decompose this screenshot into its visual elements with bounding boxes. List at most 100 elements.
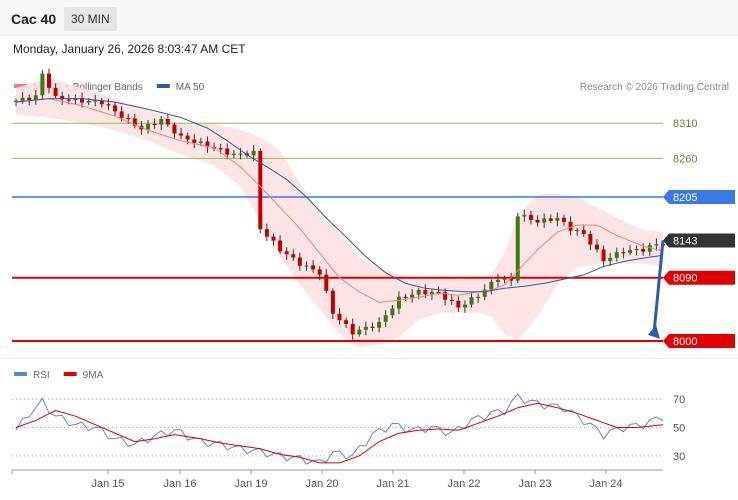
candle-87 <box>588 233 593 245</box>
x-tick-label-6: Jan 23 <box>518 478 551 490</box>
candle-18 <box>132 118 137 126</box>
candle-62 <box>423 289 428 295</box>
x-tick-label-7: Jan 24 <box>589 478 622 490</box>
candle-42 <box>291 254 296 258</box>
candle-75 <box>509 278 514 281</box>
interval-button[interactable]: 30 MIN <box>64 7 117 31</box>
candle-55 <box>377 321 382 328</box>
candle-86 <box>581 229 586 234</box>
pivot-label-8205: 8205 <box>673 192 697 204</box>
rsi-legend-swatch-1 <box>63 372 77 376</box>
candle-3 <box>33 95 38 101</box>
candle-59 <box>403 296 408 298</box>
candle-67 <box>456 300 461 308</box>
candle-17 <box>126 117 131 120</box>
pivot-tag-8205 <box>663 189 735 204</box>
credit-text: Research © 2026 Trading Central <box>580 82 729 93</box>
candle-39 <box>271 236 276 241</box>
chart-header: Cac 40 30 MIN <box>0 0 738 36</box>
candle-41 <box>284 251 289 255</box>
resistance-label-8260: 8260 <box>673 153 697 165</box>
x-tick-label-4: Jan 21 <box>376 478 409 490</box>
rsi-line <box>15 393 664 465</box>
candle-61 <box>416 289 421 295</box>
panel-divider <box>0 358 738 359</box>
candle-73 <box>495 279 500 282</box>
candle-37 <box>258 150 263 230</box>
candle-38 <box>264 229 269 237</box>
candle-63 <box>429 291 434 295</box>
candle-22 <box>159 119 164 125</box>
candle-44 <box>304 265 309 267</box>
candle-50 <box>344 320 349 324</box>
ma20-line <box>15 98 664 303</box>
support-tag-8000 <box>663 333 735 348</box>
candle-2 <box>27 97 32 101</box>
candle-47 <box>324 274 329 291</box>
support-label-8000: 8000 <box>673 336 697 348</box>
candle-53 <box>363 326 368 330</box>
candle-91 <box>614 252 619 258</box>
x-tick-label-5: Jan 22 <box>447 478 480 490</box>
candle-34 <box>238 153 243 155</box>
candle-66 <box>449 299 454 302</box>
candle-65 <box>443 292 448 300</box>
candle-76 <box>515 216 520 281</box>
candle-46 <box>317 269 322 275</box>
support-label-8090: 8090 <box>673 273 697 285</box>
candle-54 <box>370 326 375 328</box>
candle-48 <box>330 290 335 314</box>
legend-label-0: MA 20 + Bollinger Bands <box>33 82 143 93</box>
rsi-tick-50: 50 <box>673 423 685 435</box>
x-tick-label-1: Jan 16 <box>163 478 196 490</box>
candle-68 <box>462 304 467 308</box>
candle-40 <box>278 240 283 252</box>
candle-10 <box>80 98 85 103</box>
candle-57 <box>390 308 395 316</box>
candle-77 <box>522 214 527 217</box>
candle-15 <box>113 105 118 112</box>
candle-6 <box>53 87 58 96</box>
last-price-tag <box>663 233 735 248</box>
candle-1 <box>20 97 25 101</box>
candle-64 <box>436 291 441 294</box>
support-tag-8090 <box>663 270 735 285</box>
candle-92 <box>621 252 626 254</box>
candle-72 <box>489 281 494 290</box>
forecast-arrow-shaft <box>652 240 665 333</box>
rsi-legend-label-1: 9MA <box>83 370 104 381</box>
candle-74 <box>502 278 507 280</box>
symbol-title: Cac 40 <box>11 11 57 27</box>
candle-82 <box>555 217 560 221</box>
last-price-label: 8143 <box>673 236 697 248</box>
candle-49 <box>337 313 342 321</box>
candle-33 <box>231 153 236 156</box>
candle-94 <box>634 248 639 251</box>
candle-52 <box>357 329 362 335</box>
candle-27 <box>192 139 197 143</box>
candle-79 <box>535 219 540 223</box>
candle-51 <box>350 323 355 335</box>
candle-95 <box>641 248 646 252</box>
candle-7 <box>60 95 65 100</box>
candle-70 <box>476 296 481 298</box>
candle-12 <box>93 100 98 102</box>
candle-78 <box>528 214 533 220</box>
candle-88 <box>594 244 599 250</box>
candle-20 <box>146 123 151 130</box>
candle-36 <box>251 150 256 156</box>
candle-11 <box>86 100 91 103</box>
candle-16 <box>119 111 124 118</box>
candle-89 <box>601 249 606 262</box>
candle-90 <box>608 257 613 262</box>
timestamp: Monday, January 26, 2026 8:03:47 AM CET <box>13 42 246 56</box>
candle-81 <box>548 218 553 221</box>
candle-26 <box>185 135 190 140</box>
candle-56 <box>383 315 388 322</box>
rsi-legend-label-0: RSI <box>33 370 50 381</box>
candle-45 <box>311 265 316 270</box>
candle-84 <box>568 221 573 231</box>
resistance-label-8310: 8310 <box>673 118 697 130</box>
legend-label-1: MA 50 <box>176 82 205 93</box>
